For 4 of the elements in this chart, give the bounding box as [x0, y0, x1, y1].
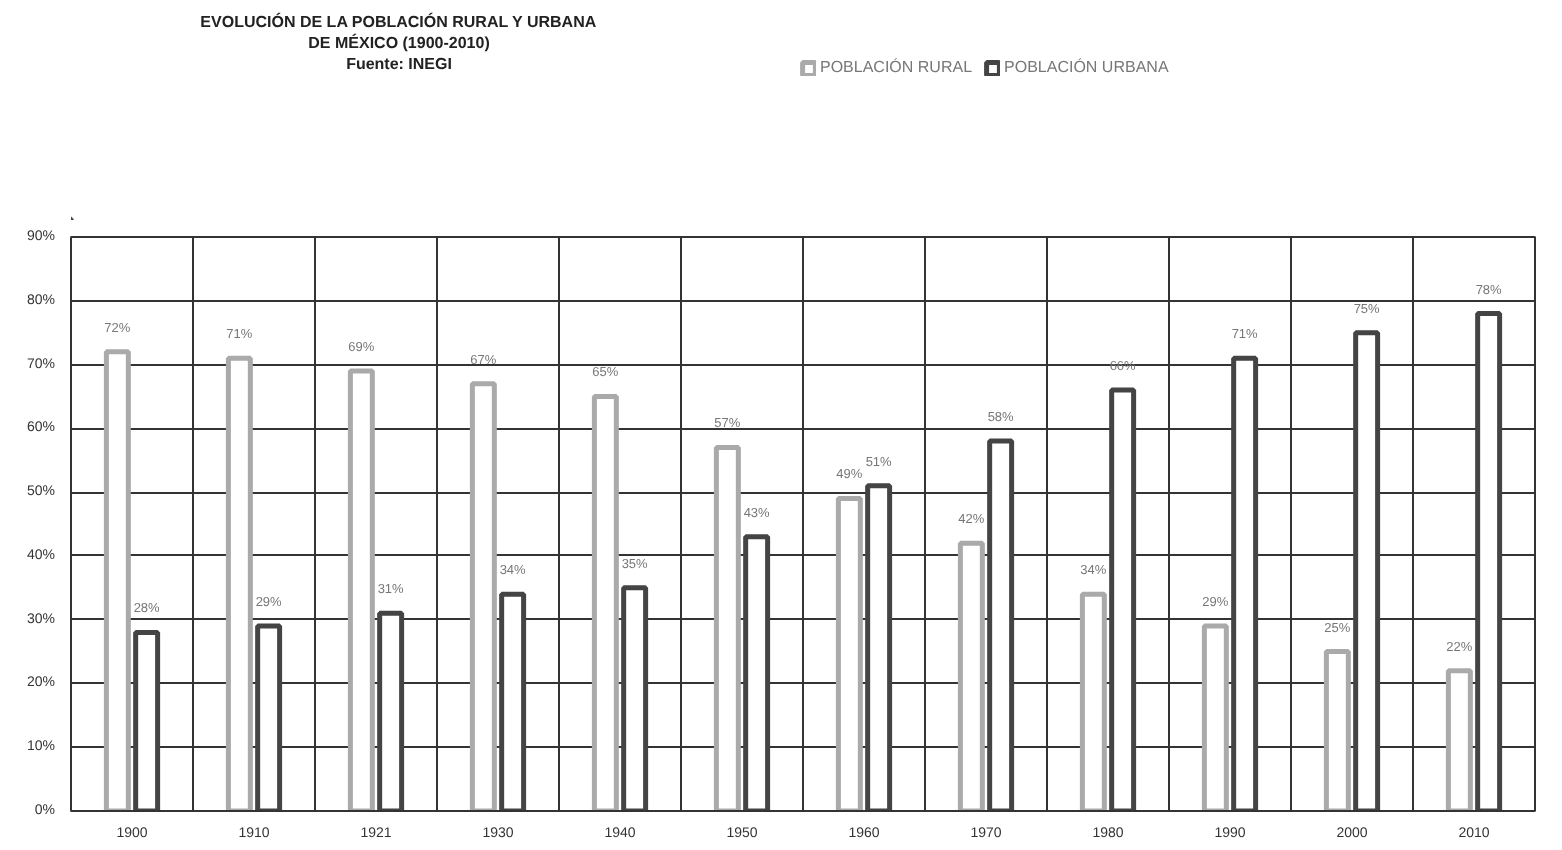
chart-title: EVOLUCIÓN DE LA POBLACIÓN RURAL Y URBANA DE MÉXICO (1900-2010)	[200, 11, 597, 52]
legend-label: POBLACIÓN URBANA	[1004, 58, 1169, 76]
source-note: Fuente: INEGI	[346, 55, 452, 73]
legend-label: POBLACIÓN RURAL	[820, 58, 973, 76]
